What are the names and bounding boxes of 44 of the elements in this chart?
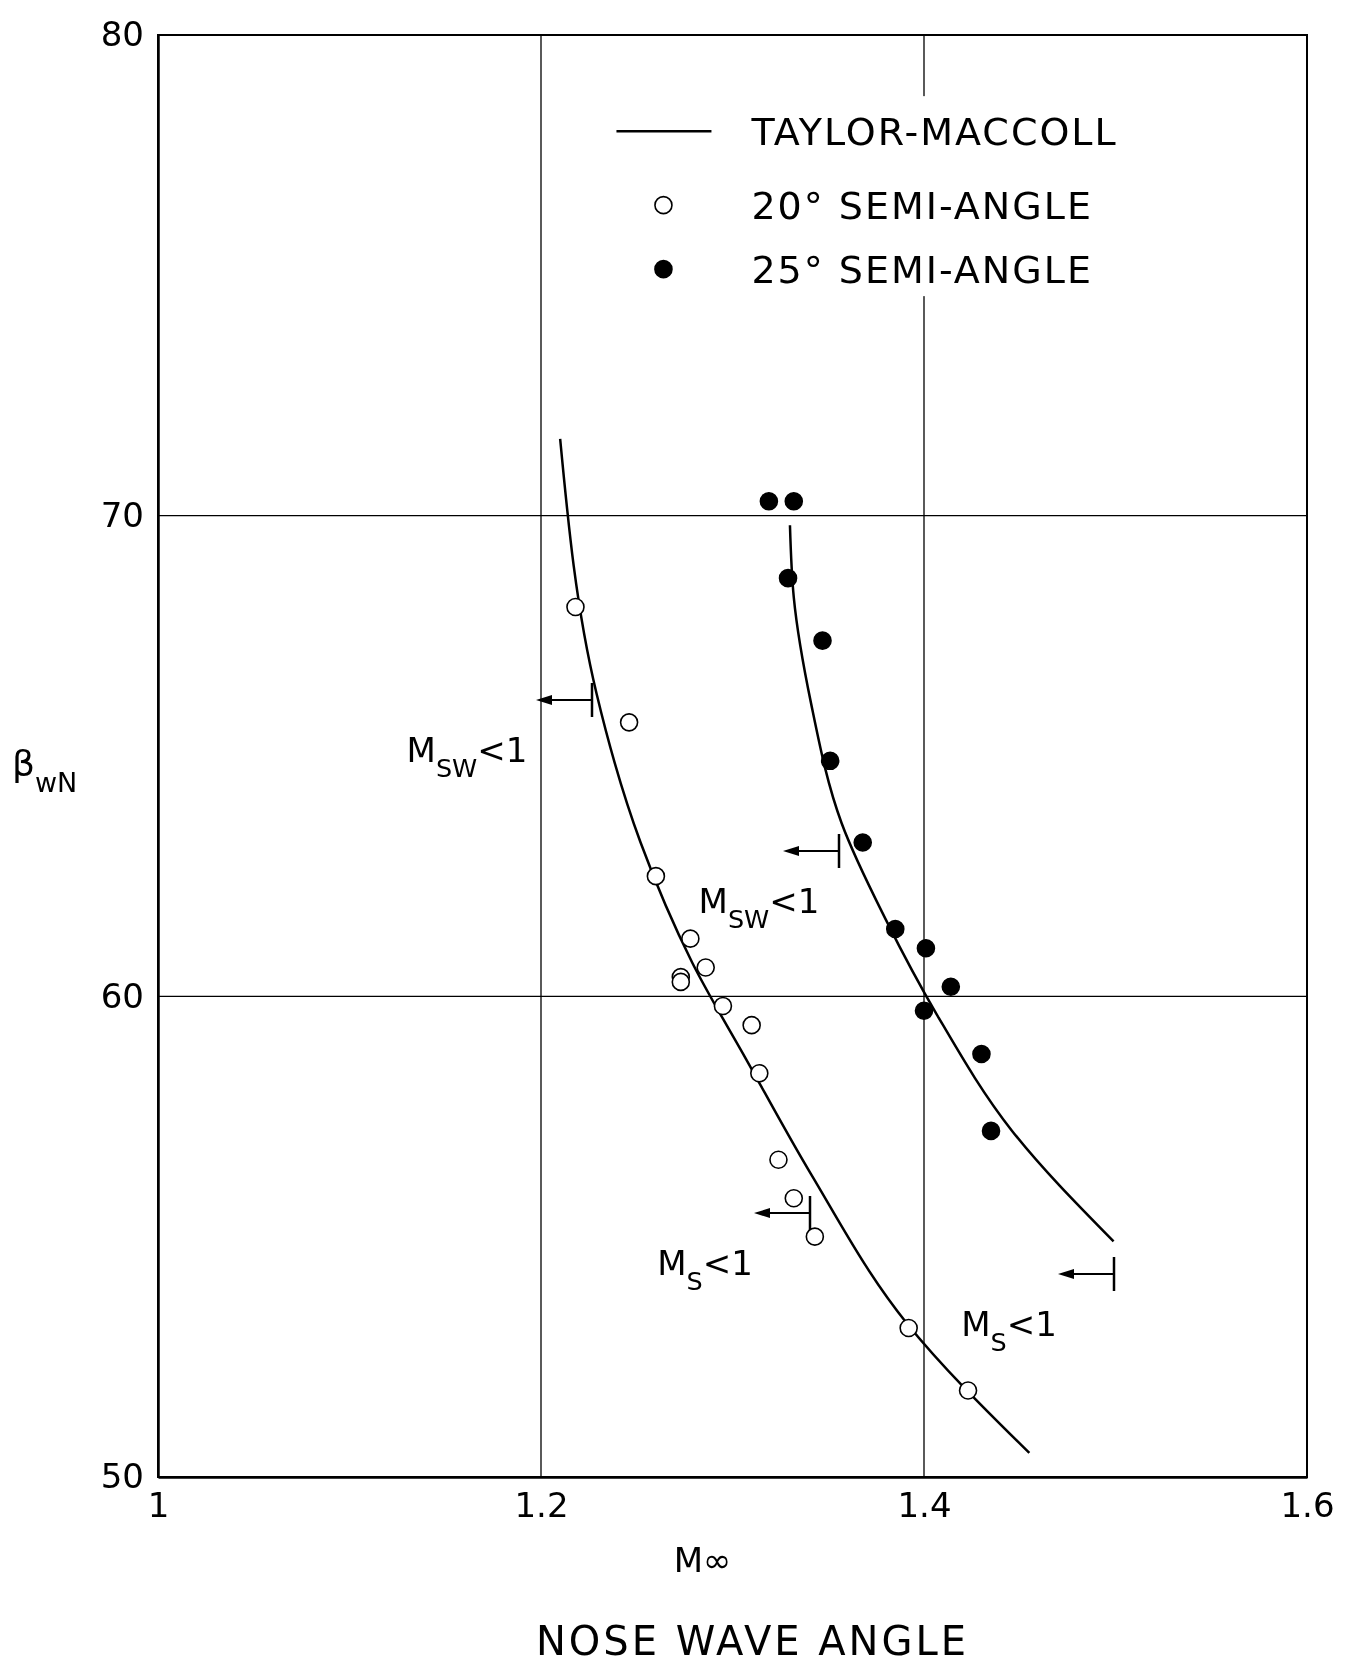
x-axis-title: M∞ <box>673 1540 732 1580</box>
point <box>681 929 700 948</box>
point <box>713 996 733 1016</box>
legend-label: TAYLOR-MACCOLL <box>750 110 1118 155</box>
point <box>958 1381 978 1400</box>
text: NOSE WAVE ANGLE <box>535 1618 970 1664</box>
legend-label: 20° SEMI-ANGLE <box>751 184 1093 229</box>
annotation: M$_{S}$<1 <box>657 1243 753 1296</box>
point <box>696 958 715 977</box>
x-tick-label: 1.6 <box>1280 1485 1335 1526</box>
legend-label: 25° SEMI-ANGLE <box>751 248 1093 293</box>
point <box>972 1044 991 1064</box>
annotation: M$_{SW}$<1 <box>406 730 528 783</box>
point <box>671 972 691 992</box>
annotation: M$_{SW}$<1 <box>698 881 820 934</box>
annotation: M$_{S}$<1 <box>961 1304 1057 1357</box>
x-tick-label: 1 <box>147 1485 170 1526</box>
y-tick-label: 80 <box>100 14 144 55</box>
y-tick-label: 60 <box>100 975 144 1016</box>
point <box>899 1318 918 1338</box>
point <box>981 1121 1001 1141</box>
point <box>646 866 666 886</box>
point <box>784 491 804 511</box>
point <box>769 1150 788 1170</box>
point <box>759 491 779 511</box>
point <box>750 1063 769 1083</box>
x-tick-label: 1.2 <box>514 1485 569 1526</box>
point <box>820 751 840 771</box>
y-tick-label: 70 <box>100 495 144 536</box>
point <box>805 1227 825 1246</box>
point <box>784 1188 804 1208</box>
point <box>916 938 936 958</box>
point <box>941 977 961 997</box>
y-tick-label: 50 <box>100 1456 144 1497</box>
point <box>619 713 639 732</box>
point <box>778 568 798 588</box>
y-axis-title: β$_{wN}$ <box>12 743 78 798</box>
point <box>813 631 832 650</box>
x-tick-label: 1.4 <box>897 1485 952 1526</box>
point <box>853 833 873 852</box>
point <box>914 1001 934 1021</box>
point <box>566 597 585 617</box>
point <box>885 919 905 939</box>
point <box>742 1015 761 1035</box>
